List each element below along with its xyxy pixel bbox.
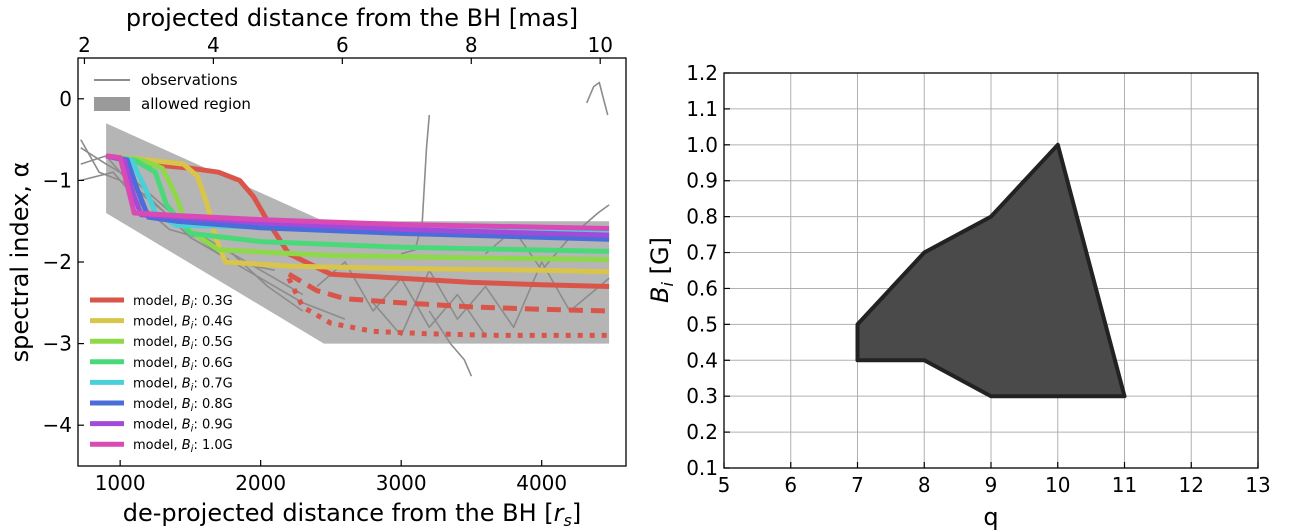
model-curve-dotted <box>286 277 610 338</box>
legend-top: observations allowed region <box>94 71 251 113</box>
y-tick-label: 0.3 <box>686 384 718 408</box>
model-curve <box>105 153 610 231</box>
left-axis-ticks: 1000 2000 3000 4000 0 −1 −2 −3 −4 2 4 6 8 10 <box>43 33 613 495</box>
legend-label: allowed region <box>141 95 251 113</box>
top-tick-label: 8 <box>465 33 478 57</box>
allowed-parameter-polygon <box>855 142 1127 399</box>
model-curve <box>105 153 610 242</box>
x-tick-label: 1000 <box>95 471 146 495</box>
observation-line <box>428 310 473 377</box>
top-tick-label: 4 <box>207 33 220 57</box>
x-tick-label: 2000 <box>235 471 286 495</box>
left-y-axis-label: spectral index, α <box>6 162 34 363</box>
observation-line <box>585 81 609 116</box>
y-tick-label: 0 <box>59 87 72 111</box>
x-tick-label: 7 <box>851 473 864 497</box>
legend-label-model: model, Bi: 0.4G <box>133 315 233 332</box>
x-tick-label: 11 <box>1112 473 1137 497</box>
legend-models: model, Bi: 0.3G model, Bi: 0.4G model, Bi:… <box>90 294 233 455</box>
legend-label-model: model, Bi: 0.8G <box>133 397 233 414</box>
y-tick-label: −2 <box>43 250 72 274</box>
legend-label-model: model, Bi: 1.0G <box>133 438 233 455</box>
model-curves-layer <box>105 153 610 338</box>
x-tick-label: 9 <box>985 473 998 497</box>
y-tick-label: −3 <box>43 332 72 356</box>
y-tick-label: 1.0 <box>686 133 718 157</box>
x-tick-label: 10 <box>1045 473 1070 497</box>
x-tick-label: 4000 <box>516 471 567 495</box>
top-tick-label: 6 <box>336 33 349 57</box>
legend-label-model: model, Bi: 0.3G <box>133 294 233 311</box>
y-tick-label: 0.6 <box>686 276 718 300</box>
right-chart: 5 6 7 8 9 10 11 12 13 0.1 0.2 0.3 0.4 0.5 0.6 0.7 0.8 0.9… <box>646 61 1271 531</box>
x-tick-label: 3000 <box>376 471 427 495</box>
x-tick-label: 13 <box>1245 473 1270 497</box>
legend-swatch-patch <box>94 97 130 111</box>
y-tick-label: −4 <box>43 413 72 437</box>
y-tick-label: −1 <box>43 168 72 192</box>
top-tick-label: 2 <box>78 33 91 57</box>
legend-label-model: model, Bi: 0.7G <box>133 376 233 393</box>
y-tick-label: 0.5 <box>686 312 718 336</box>
y-tick-label: 0.8 <box>686 205 718 229</box>
y-tick-label: 0.1 <box>686 456 718 480</box>
left-x-axis-label: de-projected distance from the BH [rs] <box>123 499 582 530</box>
x-tick-label: 5 <box>718 473 731 497</box>
observation-line <box>80 171 304 312</box>
y-tick-label: 0.9 <box>686 169 718 193</box>
top-axis-label: projected distance from the BH [mas] <box>126 4 578 32</box>
legend-label-model: model, Bi: 0.6G <box>133 356 233 373</box>
right-x-axis-label: q <box>983 503 998 531</box>
left-chart: 1000 2000 3000 4000 0 −1 −2 −3 −4 2 4 6 8 10 observat… <box>6 4 627 530</box>
legend-label: observations <box>141 71 238 89</box>
x-tick-label: 12 <box>1179 473 1204 497</box>
y-tick-label: 1.1 <box>686 97 718 121</box>
observation-line <box>372 261 610 337</box>
y-tick-label: 0.2 <box>686 420 718 444</box>
y-tick-label: 1.2 <box>686 61 718 85</box>
observation-line <box>400 115 431 255</box>
x-tick-label: 8 <box>918 473 931 497</box>
model-curve-dashed <box>287 272 610 314</box>
x-tick-label: 6 <box>784 473 797 497</box>
right-axis-ticks: 5 6 7 8 9 10 11 12 13 0.1 0.2 0.3 0.4 0.5 0.6 0.7 0.8 0.9… <box>686 61 1271 497</box>
allowed-parameter-shape <box>855 142 1127 399</box>
legend-label-model: model, Bi: 0.9G <box>133 418 233 435</box>
top-tick-label: 10 <box>587 33 612 57</box>
y-tick-label: 0.7 <box>686 241 718 265</box>
y-tick-label: 0.4 <box>686 348 718 372</box>
right-y-axis-label: Bi [G] <box>646 237 677 303</box>
legend-label-model: model, Bi: 0.5G <box>133 335 233 352</box>
